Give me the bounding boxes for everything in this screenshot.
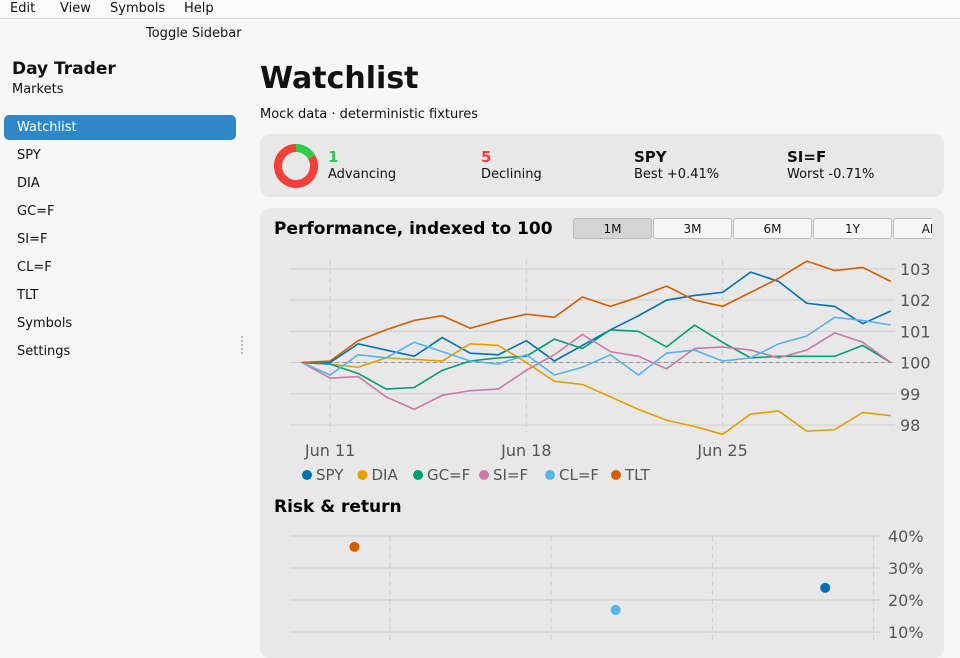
range-button[interactable]: 3M <box>653 218 732 239</box>
y-tick-label: 20% <box>888 591 924 610</box>
scatter-point <box>349 541 360 552</box>
sidebar-item[interactable]: SI=F <box>17 232 48 247</box>
scatter-point <box>610 604 621 615</box>
y-tick-label: 99 <box>900 385 920 404</box>
sidebar-item[interactable]: TLT <box>17 288 39 303</box>
sidebar-item[interactable]: Watchlist <box>4 115 236 140</box>
legend-label: DIA <box>372 466 399 484</box>
y-tick-label: 40% <box>888 527 924 546</box>
menu-item[interactable]: Help <box>184 1 214 16</box>
range-button[interactable]: ALL <box>893 218 932 239</box>
series-line <box>301 332 892 411</box>
resize-handle[interactable] <box>241 336 245 354</box>
range-button[interactable]: 6M <box>733 218 812 239</box>
series-line <box>302 324 892 390</box>
declining-count: 5 <box>481 148 492 166</box>
app-title: Day Trader <box>12 59 116 79</box>
range-button[interactable]: 1M <box>573 218 652 239</box>
legend-swatch <box>479 470 489 480</box>
legend-swatch <box>302 470 312 480</box>
legend-label: TLT <box>624 466 650 484</box>
range-button[interactable]: 1Y <box>813 218 892 239</box>
legend-label: SPY <box>316 466 344 484</box>
y-tick-label: 103 <box>900 260 931 279</box>
legend-label: GC=F <box>427 466 470 484</box>
declining-label: Declining <box>481 167 542 182</box>
sidebar-item[interactable]: SPY <box>17 148 41 163</box>
y-tick-label: 100 <box>900 354 931 373</box>
series-line <box>302 260 892 364</box>
sidebar-item[interactable]: CL=F <box>17 260 52 275</box>
x-tick-label: Jun 18 <box>500 441 551 460</box>
y-tick-label: 10% <box>888 623 924 640</box>
legend-swatch <box>413 470 423 480</box>
legend-swatch <box>611 470 621 480</box>
page-title: Watchlist <box>260 61 419 96</box>
legend-swatch <box>357 470 368 480</box>
best-symbol: SPY <box>634 148 667 166</box>
menu-item[interactable]: Edit <box>10 1 36 16</box>
x-tick-label: Jun 11 <box>304 441 355 460</box>
chart-title: Risk & return <box>274 497 402 517</box>
chart-title: Performance, indexed to 100 <box>274 219 553 239</box>
sidebar-item[interactable]: DIA <box>17 176 40 191</box>
y-tick-label: 101 <box>900 322 931 341</box>
menu-bar: Edit View Symbols Help <box>0 0 960 19</box>
range-buttons: 1M3M6M1YALL <box>573 218 932 240</box>
advancing-label: Advancing <box>328 167 397 182</box>
y-tick-label: 30% <box>888 559 924 578</box>
page-subtitle: Mock data · deterministic fixtures <box>260 107 479 122</box>
series-line <box>302 271 892 364</box>
donut-declining <box>274 144 318 188</box>
toggle-sidebar[interactable]: Toggle Sidebar <box>146 26 242 41</box>
best-label: Best +0.41% <box>634 167 720 182</box>
chart-card <box>260 208 944 658</box>
scatter-point <box>820 582 831 593</box>
sidebar-item[interactable]: Settings <box>17 344 71 359</box>
legend-label: SI=F <box>493 466 528 484</box>
summary-card <box>260 134 944 197</box>
donut-advancing <box>295 144 316 160</box>
menu-item[interactable]: View <box>60 1 91 16</box>
app-subtitle: Markets <box>12 82 64 97</box>
worst-label: Worst -0.71% <box>787 167 875 182</box>
charts: Performance, indexed to 100 98 99 100 101 102… <box>274 144 931 640</box>
menu-item[interactable]: Symbols <box>110 1 166 16</box>
y-tick-label: 98 <box>900 416 920 435</box>
x-tick-label: Jun 25 <box>696 441 747 460</box>
sidebar-item[interactable]: Symbols <box>17 316 73 331</box>
worst-symbol: SI=F <box>787 148 827 166</box>
series-line <box>301 316 891 377</box>
legend-swatch <box>545 470 555 480</box>
series-line <box>302 343 891 436</box>
advancing-count: 1 <box>328 148 339 166</box>
sidebar-item[interactable]: GC=F <box>17 204 55 219</box>
y-tick-label: 102 <box>900 291 931 310</box>
legend-label: CL=F <box>559 466 599 484</box>
